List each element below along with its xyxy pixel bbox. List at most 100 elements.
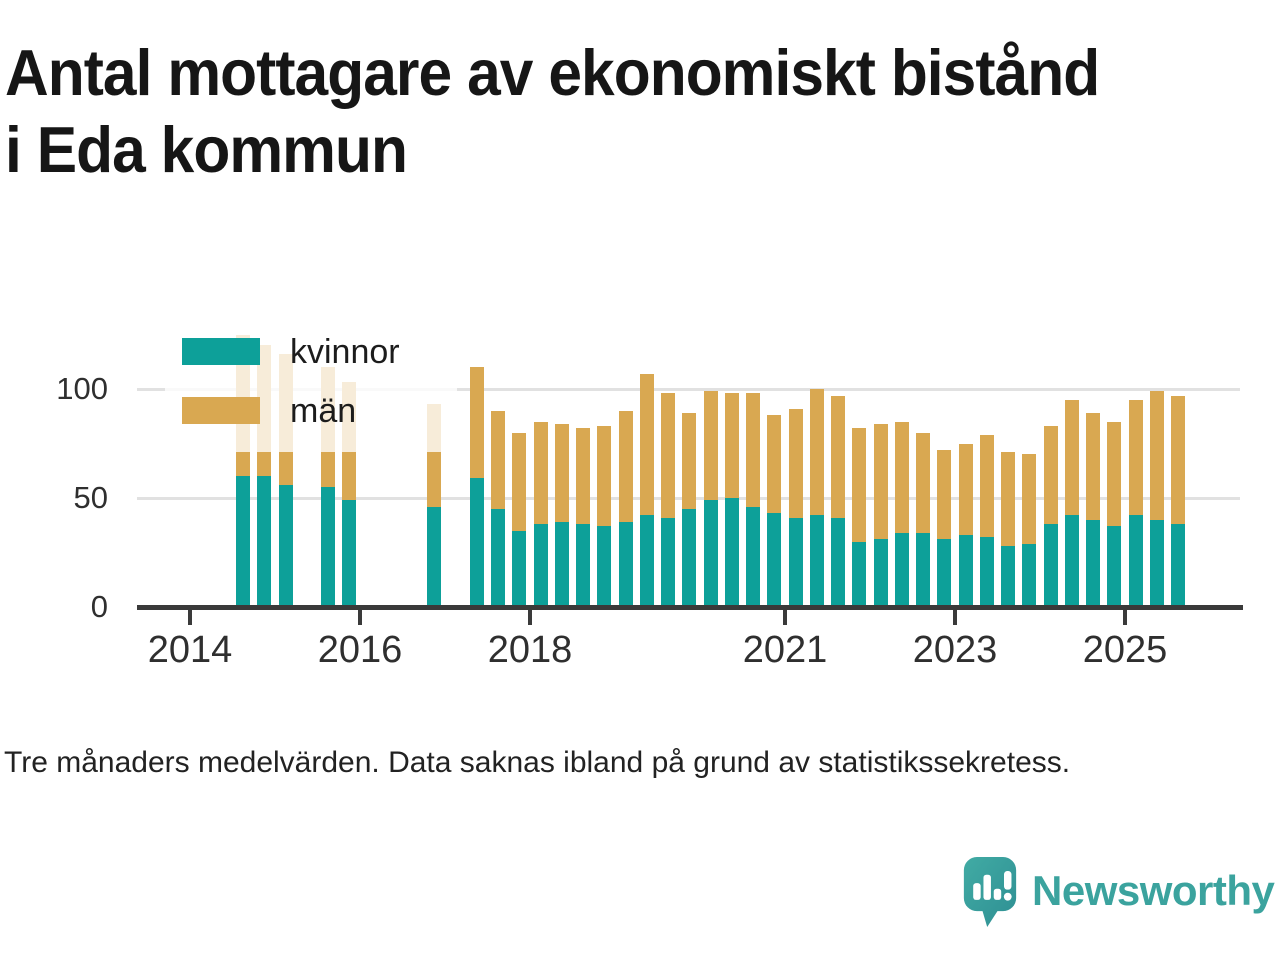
stacked-bar-2018-Q1 [533, 421, 548, 607]
bar-segment-man-2017-Q3 [491, 410, 506, 509]
stacked-bar-2020-Q2 [724, 393, 739, 607]
bar-segment-man-2023-Q2 [979, 434, 994, 538]
stacked-bar-2024-Q3 [1086, 412, 1101, 607]
bar-segment-man-2018-Q3 [576, 428, 591, 525]
x-axis-tick-label-2018: 2018 [487, 629, 573, 671]
bar-segment-kvinnor-2022-Q2 [894, 532, 909, 607]
bar-segment-kvinnor-2021-Q2 [809, 515, 824, 607]
stacked-bar-2025-Q3 [1171, 395, 1186, 607]
bar-segment-kvinnor-2015-Q3 [321, 487, 336, 607]
bar-segment-kvinnor-2015-Q4 [342, 500, 357, 607]
bar-segment-kvinnor-2017-Q2 [469, 478, 484, 607]
bar-segment-kvinnor-2018-Q2 [554, 521, 569, 607]
bar-segment-kvinnor-2023-Q2 [979, 537, 994, 607]
y-axis-tick-label-100: 100 [56, 371, 108, 406]
gridline-y-100 [137, 387, 1240, 391]
bar-segment-man-2025-Q2 [1149, 391, 1164, 520]
bar-segment-man-2022-Q2 [894, 421, 909, 533]
chart-legend: kvinnor män [165, 320, 457, 452]
stacked-bar-2017-Q4 [512, 432, 527, 607]
legend-item-man: män [182, 394, 356, 428]
bar-segment-kvinnor-2023-Q1 [958, 535, 973, 607]
stacked-bar-2019-Q3 [661, 393, 676, 607]
bar-segment-man-2025-Q1 [1128, 399, 1143, 516]
bar-segment-man-2019-Q3 [661, 393, 676, 518]
legend-item-kvinnor: kvinnor [182, 335, 400, 369]
bar-segment-kvinnor-2021-Q4 [852, 541, 867, 607]
bar-segment-kvinnor-2023-Q4 [1022, 543, 1037, 607]
bar-segment-kvinnor-2024-Q3 [1086, 519, 1101, 607]
bar-segment-man-2020-Q3 [746, 393, 761, 507]
y-axis-tick-label-50: 50 [73, 480, 108, 515]
x-axis-tick-2014 [188, 610, 192, 625]
bar-segment-kvinnor-2018-Q4 [597, 526, 612, 607]
bar-segment-man-2017-Q2 [469, 367, 484, 479]
bar-segment-kvinnor-2020-Q1 [703, 500, 718, 607]
stacked-bar-2024-Q1 [1043, 426, 1058, 607]
stacked-bar-2019-Q2 [639, 373, 654, 607]
bar-segment-man-2019-Q4 [682, 412, 697, 509]
bar-segment-man-2018-Q2 [554, 423, 569, 522]
x-axis-tick-2021 [783, 610, 787, 625]
y-axis-tick-label-0: 0 [90, 589, 108, 624]
x-axis-tick-label-2014: 2014 [147, 629, 233, 671]
stacked-bar-2021-Q4 [852, 428, 867, 607]
bar-segment-man-2024-Q4 [1107, 421, 1122, 527]
bar-segment-kvinnor-2022-Q4 [937, 539, 952, 607]
bar-segment-man-2021-Q3 [831, 395, 846, 518]
stacked-bar-2019-Q4 [682, 412, 697, 607]
chart-footnote: Tre månaders medelvärden. Data saknas ib… [4, 746, 1071, 779]
bar-segment-kvinnor-2022-Q1 [873, 539, 888, 607]
stacked-bar-2019-Q1 [618, 410, 633, 607]
bar-segment-man-2022-Q3 [916, 432, 931, 533]
chart-title-line-1: Antal mottagare av ekonomiskt bistånd [5, 36, 1100, 109]
bar-segment-man-2024-Q1 [1043, 426, 1058, 525]
bar-segment-kvinnor-2025-Q3 [1171, 524, 1186, 607]
x-axis-tick-2016 [358, 610, 362, 625]
stacked-bar-2022-Q3 [916, 432, 931, 607]
x-axis-tick-label-2021: 2021 [742, 629, 828, 671]
bar-segment-kvinnor-2021-Q3 [831, 517, 846, 607]
bar-segment-man-2024-Q3 [1086, 412, 1101, 520]
x-axis-tick-label-2016: 2016 [317, 629, 403, 671]
bar-segment-man-2018-Q4 [597, 426, 612, 527]
stacked-bar-2020-Q1 [703, 391, 718, 607]
stacked-bar-2025-Q2 [1149, 391, 1164, 607]
x-axis-tick-label-2025: 2025 [1082, 629, 1168, 671]
bar-segment-kvinnor-2020-Q3 [746, 506, 761, 607]
bar-segment-man-2023-Q4 [1022, 454, 1037, 544]
bar-segment-kvinnor-2019-Q3 [661, 517, 676, 607]
bar-segment-kvinnor-2022-Q3 [916, 532, 931, 607]
stacked-bar-2018-Q4 [597, 426, 612, 607]
bar-segment-man-2019-Q2 [639, 373, 654, 516]
x-axis-tick-2023 [953, 610, 957, 625]
stacked-bar-2022-Q1 [873, 423, 888, 607]
newsworthy-wordmark: Newsworthy [1032, 867, 1275, 914]
bar-segment-kvinnor-2019-Q4 [682, 508, 697, 607]
stacked-bar-2023-Q2 [979, 434, 994, 607]
bar-segment-kvinnor-2025-Q2 [1149, 519, 1164, 607]
bar-segment-man-2021-Q2 [809, 389, 824, 516]
stacked-bar-2021-Q1 [788, 408, 803, 607]
bar-chart-speech-bubble-icon [963, 857, 1017, 927]
x-axis-tick-2018 [528, 610, 532, 625]
stacked-bar-2021-Q2 [809, 389, 824, 607]
bar-segment-kvinnor-2024-Q4 [1107, 526, 1122, 607]
bar-segment-man-2024-Q2 [1064, 399, 1079, 516]
bar-segment-man-2022-Q4 [937, 450, 952, 540]
stacked-bar-2018-Q3 [576, 428, 591, 607]
bar-segment-kvinnor-2018-Q1 [533, 524, 548, 607]
bar-segment-man-2017-Q4 [512, 432, 527, 531]
bar-segment-kvinnor-2017-Q4 [512, 530, 527, 607]
bar-segment-kvinnor-2025-Q1 [1128, 515, 1143, 607]
stacked-bar-2024-Q4 [1107, 421, 1122, 607]
bar-segment-kvinnor-2017-Q3 [491, 508, 506, 607]
stacked-bar-2023-Q4 [1022, 454, 1037, 607]
bar-segment-kvinnor-2020-Q4 [767, 513, 782, 607]
chart-title: Antal mottagare av ekonomiskt bistånd i … [5, 34, 1100, 188]
bar-segment-man-2020-Q4 [767, 415, 782, 514]
bar-segment-kvinnor-2014-Q3 [236, 476, 251, 607]
bar-segment-man-2022-Q1 [873, 423, 888, 540]
bar-segment-man-2023-Q3 [1001, 452, 1016, 546]
